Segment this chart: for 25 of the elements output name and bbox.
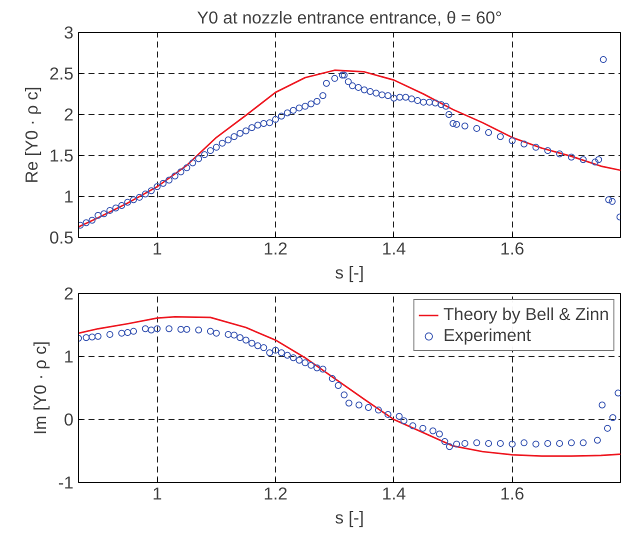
y-tick-label: 1.5 (49, 146, 74, 166)
x-tick-label: 1 (152, 238, 162, 258)
x-tick-label: 1.6 (500, 484, 524, 504)
x-axis-title: s [-] (335, 508, 364, 528)
y-axis-title: Im [Y0 · ρ c] (30, 341, 50, 435)
legend-label: Theory by Bell & Zinn (443, 304, 609, 325)
x-tick-label: 1.6 (500, 238, 524, 258)
x-axis-title: s [-] (335, 262, 364, 282)
y-tick-label: 2 (64, 104, 74, 124)
y-tick-label: 1 (64, 346, 74, 366)
y-tick-label: 2.5 (49, 64, 74, 84)
x-tick-label: 1 (152, 484, 162, 504)
y-tick-label: 0 (64, 410, 74, 430)
y-tick-label: 1 (64, 186, 74, 206)
y-tick-label: 0.5 (49, 228, 74, 248)
y-tick-label: 3 (64, 22, 74, 42)
chart-title: Y0 at nozzle entrance entrance, θ = 60° (196, 8, 502, 28)
x-tick-label: 1.2 (263, 484, 288, 504)
x-tick-label: 1.4 (382, 484, 406, 504)
x-tick-label: 1.4 (382, 238, 406, 258)
y-tick-label: -1 (58, 472, 74, 492)
y-axis-title: Re [Y0 · ρ c] (21, 86, 42, 184)
x-tick-label: 1.2 (263, 238, 288, 258)
y-tick-label: 2 (64, 284, 74, 304)
legend-label: Experiment (443, 325, 531, 346)
